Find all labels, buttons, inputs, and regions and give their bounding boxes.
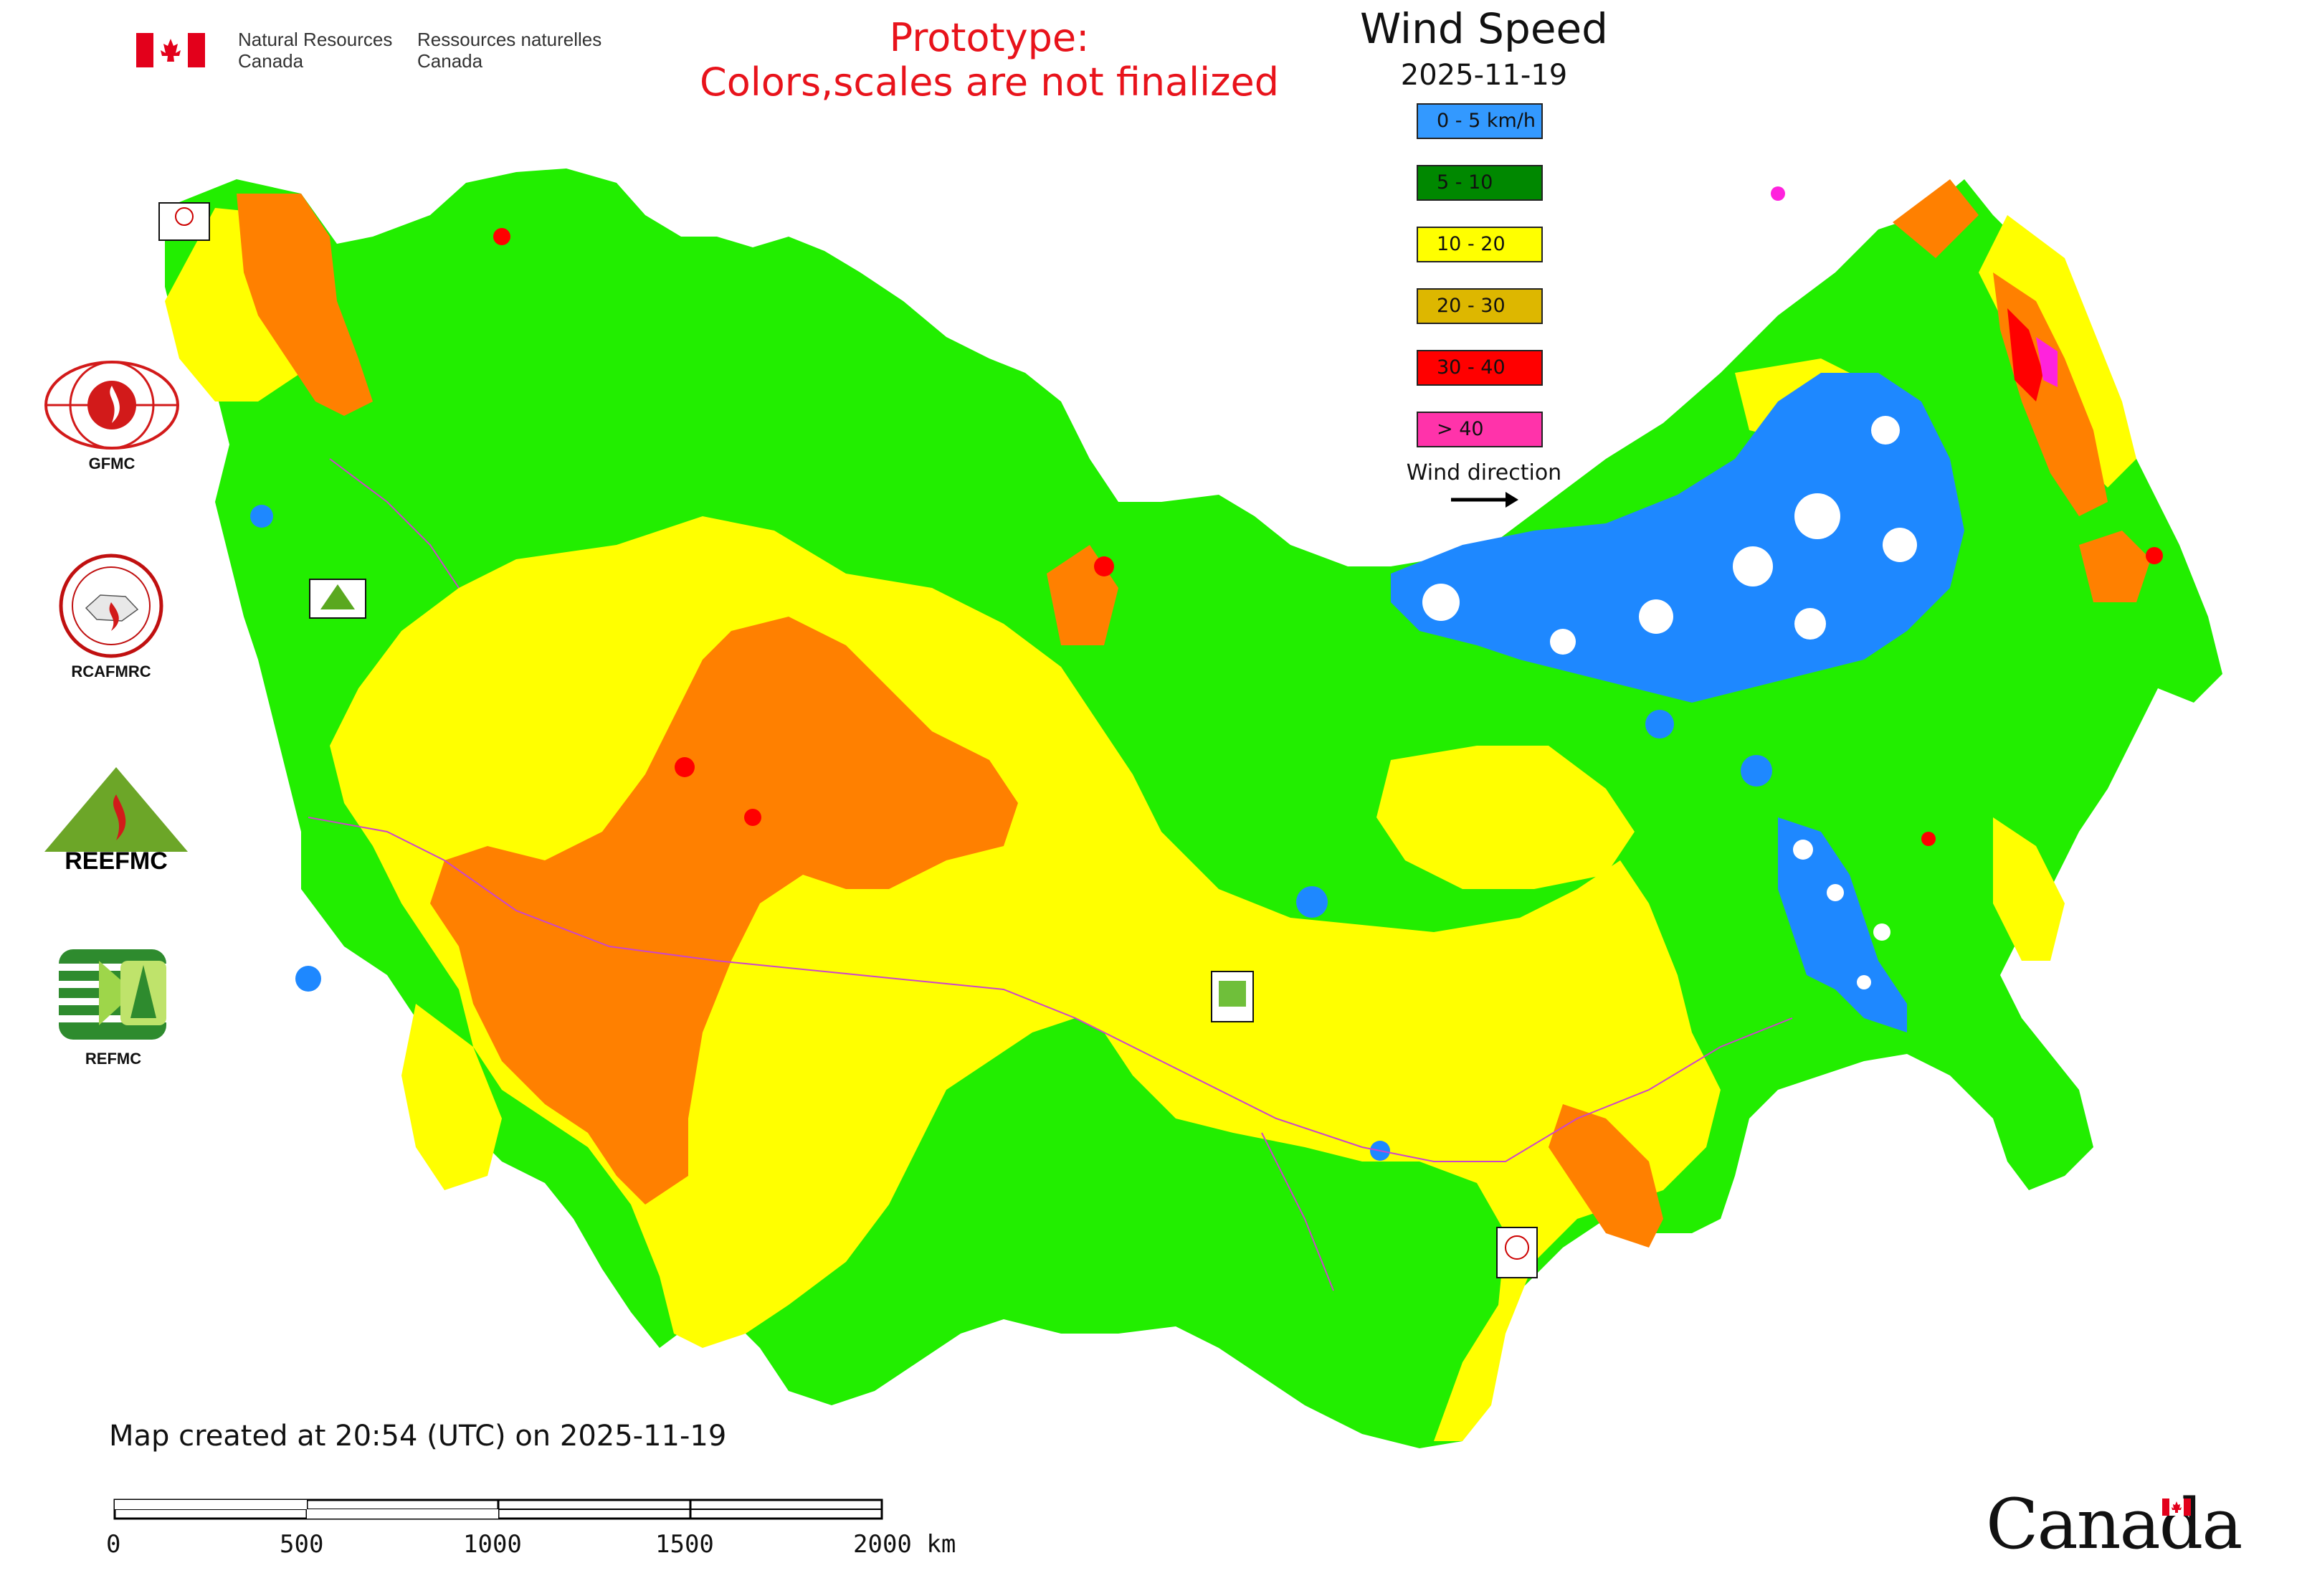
site-marker-refmc[interactable] [1211,971,1254,1022]
agency-name-fr: Ressources naturelles Canada [417,29,601,72]
canada-wordmark: Canada [1986,1484,2242,1564]
prototype-line1: Prototype: [889,15,1090,60]
wind-zone-fresh [237,179,2151,1248]
rcafmrc-logo-icon [59,554,163,658]
wind-zone-gale [1771,186,2058,387]
scale-tick-500: 500 [280,1530,324,1559]
agency-en-line1: Natural Resources [238,29,393,50]
map-site-markers[interactable] [158,202,1538,1278]
wind-direction-label: Wind direction [1406,460,1562,485]
country-borders [308,458,1793,1291]
legend-item-30-40: 30 - 40 [1417,350,1543,386]
calm-cells [1422,416,1917,989]
rcafmrc-logo[interactable]: RCAFMRC [57,552,165,681]
agency-name-en: Natural Resources Canada [238,29,392,72]
rcafmrc-label: RCAFMRC [71,662,151,680]
canada-flag-icon [136,33,205,67]
agency-fr-line1: Ressources naturelles [417,29,602,50]
refmc-logo-icon [59,949,166,1040]
reefmc-logo[interactable]: REEFMC [37,766,195,876]
gfmc-label: GFMC [88,455,135,472]
scale-tick-2000: 2000 km [853,1530,956,1559]
scale-tick-0: 0 [106,1530,121,1559]
nrcan-signature: Natural Resources Canada Ressources natu… [136,29,609,79]
agency-en-line2: Canada [238,50,304,72]
site-marker-rcafmrc[interactable] [1496,1227,1538,1278]
canada-wordmark-flag-icon [2162,1498,2191,1516]
refmc-logo[interactable]: REFMC [56,946,171,1068]
refmc-label: REFMC [85,1050,142,1068]
legend-item-20-30: 20 - 30 [1417,288,1543,324]
legend-item-over-40: > 40 [1417,412,1543,447]
scale-tick-1500: 1500 [655,1530,714,1559]
agency-fr-line2: Canada [417,50,483,72]
map-created-timestamp: Map created at 20:54 (UTC) on 2025-11-19 [109,1420,727,1453]
legend-title: Wind Speed [1359,4,1609,53]
site-marker-gfmc[interactable] [158,202,210,241]
legend-item-10-20: 10 - 20 [1417,227,1543,262]
legend-item-0-5: 0 - 5 km/h [1417,103,1543,139]
prototype-line2: Colors,scales are not finalized [700,60,1279,105]
scale-bar: 0 500 1000 1500 2000 km [106,1498,968,1585]
wind-zone-strong [493,228,2163,846]
legend-date: 2025-11-19 [1400,59,1568,92]
gfmc-logo[interactable]: GFMC [40,358,184,473]
reefmc-wordmark: REEFMC [65,847,168,873]
wind-direction-arrow-icon [1451,492,1518,508]
scale-bar-graphic [113,1498,883,1520]
scale-tick-1000: 1000 [463,1530,522,1559]
reefmc-logo-icon: REEFMC [44,767,188,875]
gfmc-logo-icon [44,361,179,450]
legend-item-5-10: 5 - 10 [1417,165,1543,201]
prototype-notice: Prototype: Colors,scales are not finaliz… [645,16,1333,105]
site-marker-reefmc[interactable] [309,579,366,619]
